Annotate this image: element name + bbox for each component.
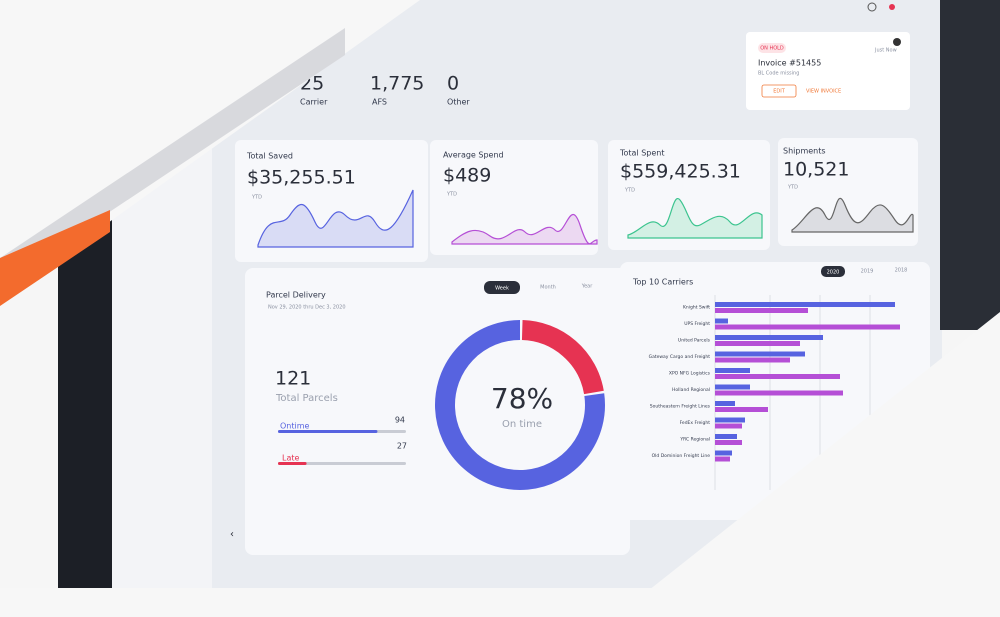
carrier-bar [715, 357, 790, 363]
carrier-label: Holland Regional [672, 387, 710, 393]
carrier-bar [715, 341, 800, 346]
carrier-bar [715, 417, 745, 423]
carrier-bar [715, 302, 895, 307]
card-value: $35,255.51 [247, 167, 356, 189]
card-period: YTD [251, 195, 262, 201]
tab[interactable]: 2018 [895, 268, 908, 274]
stat-value: 0 [447, 73, 459, 95]
carrier-label: Southeastern Freight Lines [650, 404, 711, 410]
card-period: YTD [624, 188, 635, 194]
card-value: $489 [443, 165, 491, 187]
carrier-bar [715, 407, 768, 412]
carrier-bar [715, 450, 732, 456]
tab[interactable]: 2019 [861, 269, 874, 275]
invoice-title: Invoice #51455 [758, 59, 821, 68]
carrier-label: Knight Swift [683, 305, 710, 311]
card-title: Shipments [783, 147, 826, 156]
marks: Knight Swift UPS Freight United Parcels Gat… [278, 302, 900, 490]
ontime-value: 94 [395, 416, 405, 425]
tab-active[interactable] [821, 266, 845, 277]
sparkline [451, 214, 598, 245]
carrier-bar [715, 423, 742, 429]
panel-title: Parcel Delivery [266, 291, 326, 300]
stat-label: AFS [372, 98, 387, 107]
carrier-label: United Parcels [678, 338, 711, 344]
collapse-arrow[interactable]: ‹ [230, 529, 234, 540]
stat-label: Carrier [300, 98, 328, 107]
monitor-edge [940, 0, 1000, 330]
notification: ON HOLD Just Now Invoice #51455 BL Code … [746, 32, 910, 110]
late-label: Late [282, 454, 299, 463]
donut-value: 78% [491, 382, 553, 415]
progress-track [278, 462, 406, 465]
carrier-label: XPO NFG Logistics [669, 371, 711, 377]
carrier-bar [715, 335, 823, 340]
stripe-orange [0, 210, 110, 306]
carrier-bar [715, 318, 728, 324]
monitor-bezel [58, 212, 112, 590]
time: Just Now [874, 48, 897, 54]
donut-label: On time [502, 419, 542, 430]
donut-arc [521, 320, 604, 395]
card-period: YTD [446, 192, 457, 198]
carrier-bar [715, 390, 843, 396]
carrier-label: Gateway Cargo and Freight [649, 354, 711, 360]
tab-active[interactable] [484, 281, 520, 294]
card-value: $559,425.31 [620, 161, 741, 183]
sparkline [627, 197, 763, 239]
edit-button[interactable] [761, 84, 797, 98]
cards: Total Saved $35,255.51 YTD Average Spend… [235, 138, 918, 262]
total-label: Total Parcels [275, 393, 338, 404]
card-title: Total Spent [619, 149, 665, 158]
carrier-label: Old Dominion Freight Line [652, 453, 711, 459]
invoice-sub: BL Code missing [758, 71, 799, 77]
panel-date: Nov 29, 2020 thru Dec 3, 2020 [268, 305, 346, 311]
badge [758, 43, 786, 53]
tab[interactable]: 2020 [827, 270, 840, 276]
carrier-bar [715, 456, 730, 462]
stat-value: 1,775 [370, 73, 424, 95]
carrier-bar [715, 434, 737, 439]
view-text[interactable]: VIEW INVOICE [806, 89, 841, 95]
sparkline [257, 189, 414, 248]
card-title: Total Saved [246, 152, 293, 161]
carrier-bar [715, 324, 900, 330]
progress-fill [278, 462, 307, 465]
tab[interactable]: Month [540, 285, 556, 291]
total: 121 [275, 368, 311, 390]
close[interactable] [893, 38, 901, 46]
carrier-bar [715, 401, 735, 406]
carrier-bar [715, 384, 750, 390]
carrier-label: UPS Freight [684, 321, 710, 327]
carrier-bar [715, 351, 805, 357]
notification-icon[interactable] [889, 4, 895, 10]
card-value: 10,521 [783, 159, 849, 181]
sparkline [791, 197, 914, 233]
progress-fill [278, 430, 378, 433]
carrier-bar [715, 308, 808, 313]
tab[interactable]: Week [495, 286, 509, 292]
late-value: 27 [397, 442, 407, 451]
stats: 25 Carrier 1,775 AFS 0 Other [300, 73, 470, 107]
carrier-bar [715, 368, 750, 373]
panel-title: Top 10 Carriers [632, 278, 693, 287]
help-icon[interactable] [867, 2, 877, 12]
card [430, 140, 598, 255]
ontime-label: Ontime [280, 422, 310, 431]
edit-text: EDIT [773, 89, 785, 95]
carrier-label: YRC Regional [679, 437, 710, 443]
overlay [615, 312, 1000, 617]
stat-label: Other [447, 98, 470, 107]
card-period: YTD [787, 185, 798, 191]
donut-arc [435, 320, 605, 490]
tab[interactable]: Year [581, 284, 594, 290]
carrier-bar [715, 374, 840, 379]
carrier-bar [715, 440, 742, 445]
overlay [0, 588, 1000, 617]
card-title: Average Spend [443, 151, 504, 160]
carrier-label: FedEx Freight [680, 420, 711, 426]
badge-text: ON HOLD [760, 46, 784, 52]
